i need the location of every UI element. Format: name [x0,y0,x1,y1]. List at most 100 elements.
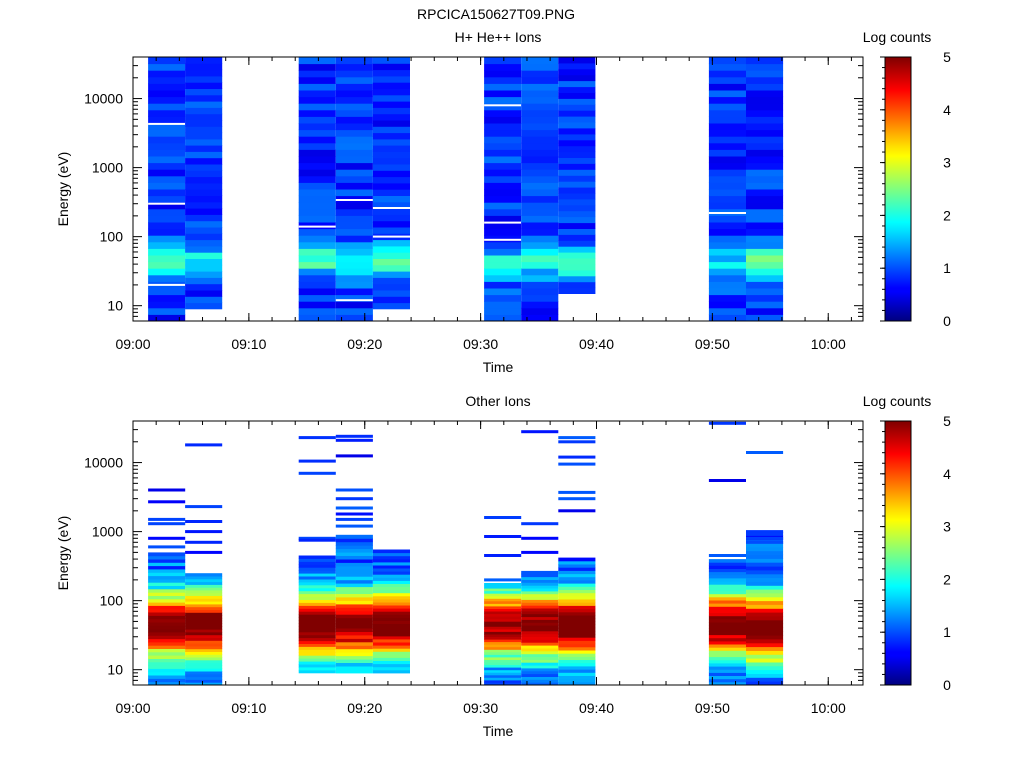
data-cell [746,589,784,594]
data-column [521,430,559,686]
data-cell [298,255,336,263]
data-gap [148,202,186,205]
data-cell [521,129,559,137]
data-cell [521,235,559,243]
data-cell [335,129,373,137]
data-cell [558,57,596,64]
y-tick-label: 100 [100,593,124,609]
data-cell [372,577,410,581]
data-cell [558,133,596,141]
data-cell [708,156,746,164]
data-cell [521,639,559,643]
data-cell [372,571,410,575]
data-cell [372,660,410,665]
data-cell [558,656,596,660]
data-cell [148,572,186,577]
data-cell [484,175,522,183]
data-cell [335,96,373,104]
data-cell [558,564,596,568]
data-cell [558,264,596,271]
data-cell [521,610,559,615]
data-cell [148,678,186,683]
data-cell [335,103,373,111]
data-cell [708,228,746,236]
data-cell [708,571,746,576]
data-cell [558,669,596,673]
data-cell [148,255,186,263]
colorbar-tick-label: 3 [943,155,951,171]
data-cell [746,142,784,150]
data-line [558,440,596,444]
data-cell [298,587,336,592]
data-line [298,436,336,440]
data-cell [746,169,784,177]
data-cell [484,288,522,296]
data-cell [521,656,559,660]
data-cell [335,638,373,643]
data-cell [746,612,784,617]
data-cell [372,182,410,190]
data-cell [484,613,522,617]
data-cell [521,274,559,282]
colorbar-gradient [884,56,912,322]
data-cell [708,109,746,117]
data-cell [298,248,336,256]
data-cell [148,307,186,315]
x-tick-label: 09:30 [463,700,498,716]
data-cell [298,605,336,609]
data-cell [708,215,746,223]
data-cell [372,552,410,557]
data-cell [185,592,223,596]
data-cell [558,157,596,164]
data-column [148,57,186,322]
data-cell [148,618,186,623]
data-line [148,536,186,540]
data-cell [521,149,559,157]
data-cell [708,235,746,243]
data-line [708,479,746,482]
data-cell [708,562,746,566]
data-cell [372,623,410,628]
data-cell [148,671,186,676]
data-cell [484,639,522,643]
data-cell [148,632,186,636]
data-cell [708,175,746,183]
data-cell [708,559,746,563]
data-cell [746,241,784,249]
data-cell [372,564,410,569]
data-cell [372,302,410,310]
data-line [484,535,522,538]
data-column [521,57,559,322]
data-cell [185,603,223,608]
data-cell [335,314,373,322]
data-cell [185,679,223,683]
data-cell [746,604,784,609]
data-cell [298,228,336,236]
data-cell [521,659,559,663]
data-cell [372,617,410,621]
data-cell [372,657,410,661]
data-cell [558,557,596,562]
data-cell [148,668,186,673]
data-gap [298,225,336,228]
data-cell [372,101,410,108]
data-cell [148,658,186,663]
data-cell [185,264,223,272]
data-cell [372,63,410,71]
data-cell [372,669,410,674]
data-cell [148,96,186,104]
data-cell [148,565,186,570]
data-cell [558,681,596,686]
data-cell [298,637,336,642]
data-line [484,554,522,557]
data-cell [746,581,784,586]
data-cell [298,596,336,600]
data-line [298,536,336,540]
data-cell [148,103,186,111]
data-cell [558,145,596,153]
data-cell [148,562,186,567]
data-cell [298,561,336,565]
data-cell [558,576,596,581]
data-cell [558,634,596,638]
